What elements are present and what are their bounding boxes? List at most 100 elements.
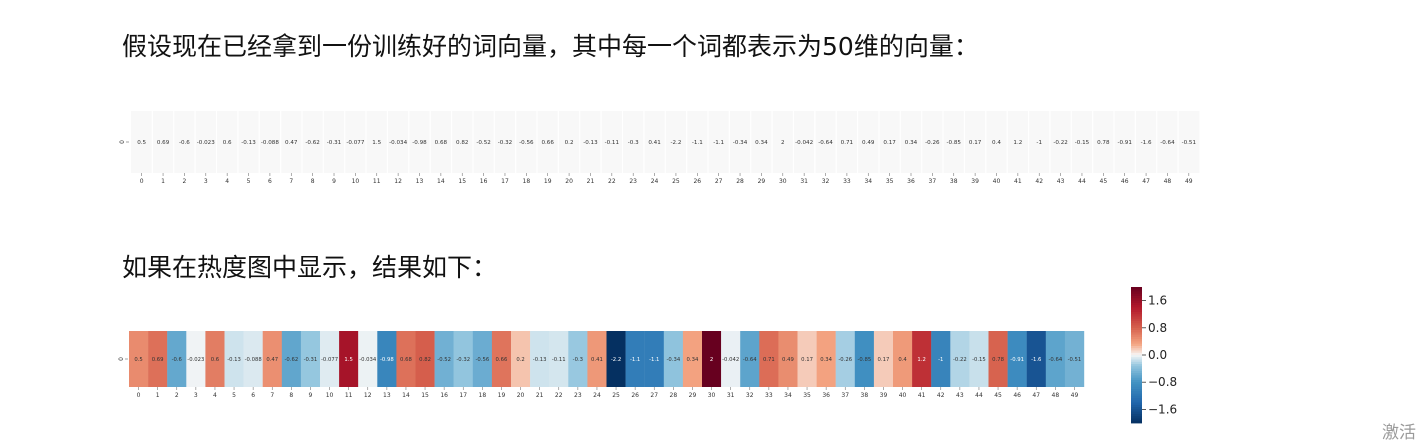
heatmap-x-tick-label: 44 xyxy=(975,392,983,399)
colorbar-segment xyxy=(1131,309,1142,313)
heatmap-x-tick-label: 35 xyxy=(803,392,811,399)
table-x-tick-label: 27 xyxy=(715,178,723,185)
heatmap-cell-value: -0.32 xyxy=(456,357,470,363)
heatmap-cell-value: -0.64 xyxy=(1048,357,1062,363)
table-x-tick-label: 39 xyxy=(971,178,979,185)
heatmap-cell xyxy=(682,331,703,387)
table-cell-value: 1.5 xyxy=(372,140,381,146)
heatmap-x-tick-label: 47 xyxy=(1032,392,1040,399)
heatmap-cell-value: 0.68 xyxy=(400,357,412,363)
table-cell-value: 0.2 xyxy=(565,140,574,146)
heatmap-cell xyxy=(377,331,397,387)
colorbar-segment xyxy=(1131,375,1142,379)
table-cell-value: 0.4 xyxy=(992,140,1001,146)
table-cell-value: 0.82 xyxy=(456,140,468,146)
colorbar-segment xyxy=(1131,409,1142,413)
colorbar-tick-label: 0.8 xyxy=(1148,321,1167,335)
table-x-tick-label: 33 xyxy=(843,178,851,185)
table-cell-value: -1.1 xyxy=(713,140,724,146)
heatmap-cell xyxy=(702,331,722,387)
heatmap-x-tick-label: 28 xyxy=(670,392,678,399)
heatmap-cell xyxy=(205,331,225,387)
heatmap-x-tick-label: 16 xyxy=(440,392,448,399)
heatmap-cell-value: -0.51 xyxy=(1068,357,1082,363)
table-x-tick-label: 24 xyxy=(651,178,659,185)
heatmap-cell xyxy=(568,331,588,387)
heatmap-x-tick-label: 30 xyxy=(708,392,716,399)
heatmap-x-tick-label: 24 xyxy=(593,392,601,399)
heatmap-x-tick-label: 22 xyxy=(555,392,563,399)
heatmap-cell-value: 0.41 xyxy=(591,357,603,363)
heatmap-x-tick-label: 31 xyxy=(727,392,735,399)
heatmap-x-tick-label: 32 xyxy=(746,392,754,399)
table-x-tick-label: 4 xyxy=(225,178,229,185)
colorbar-segment xyxy=(1131,348,1142,351)
heatmap-cell-value: 2 xyxy=(710,357,713,363)
heatmap-cell xyxy=(396,331,416,387)
heatmap-cell-value: -0.3 xyxy=(573,357,583,363)
heatmap-cell xyxy=(1064,331,1085,387)
colorbar-segment xyxy=(1131,407,1142,410)
colorbar-segment xyxy=(1131,357,1142,360)
colorbar-segment xyxy=(1131,298,1142,301)
table-cell-value: 0.71 xyxy=(841,140,854,146)
table-cell-value: -0.077 xyxy=(346,140,364,146)
heatmap-cell xyxy=(1007,331,1027,387)
table-cell-value: -0.32 xyxy=(498,140,512,146)
heatmap-x-tick-label: 13 xyxy=(383,392,391,399)
table-cell-value: 0.17 xyxy=(883,140,896,146)
heatmap-cell xyxy=(797,331,817,387)
colorbar-segment xyxy=(1131,330,1142,333)
heatmap-cell xyxy=(1045,331,1066,387)
colorbar-segment xyxy=(1131,350,1142,354)
heatmap-cell-value: 0.4 xyxy=(898,357,907,363)
heatmap-cell xyxy=(530,331,550,387)
heatmap-x-tick-label: 10 xyxy=(326,392,334,399)
heading-heatmap: 如果在热度图中显示，结果如下： xyxy=(122,253,498,282)
table-x-tick-label: 28 xyxy=(736,178,744,185)
table-x-tick-label: 35 xyxy=(886,178,894,185)
heatmap-cell xyxy=(1026,331,1046,387)
heatmap-cell xyxy=(721,331,741,387)
heatmap-cell-value: 0.71 xyxy=(763,357,775,363)
table-x-tick-label: 3 xyxy=(204,178,208,185)
heatmap-x-tick-label: 9 xyxy=(309,392,313,399)
heatmap-cell-value: -0.22 xyxy=(953,357,967,363)
colorbar-segment xyxy=(1131,361,1142,365)
colorbar-segment xyxy=(1131,373,1142,376)
heatmap-cell-value: -0.6 xyxy=(172,357,183,363)
colorbar-segment xyxy=(1131,293,1142,297)
colorbar-segment xyxy=(1131,321,1142,324)
colorbar-segment xyxy=(1131,398,1142,401)
table-cell-value: -0.64 xyxy=(1160,140,1175,146)
colorbar-segment xyxy=(1131,332,1142,335)
table-cell-value: 0.5 xyxy=(137,140,146,146)
table-x-tick-label: 10 xyxy=(352,178,360,185)
table-x-tick-label: 1 xyxy=(161,178,165,185)
table-cell-value: -2.2 xyxy=(670,140,681,146)
colorbar-segment xyxy=(1131,379,1142,383)
heatmap-cell xyxy=(740,331,760,387)
heatmap-cell-value: -0.13 xyxy=(533,357,547,363)
heatmap-cell-value: -0.15 xyxy=(972,357,986,363)
heatmap-cell-value: 1.2 xyxy=(917,357,925,363)
heatmap-cell xyxy=(243,331,263,387)
table-cell-value: -1.1 xyxy=(692,140,703,146)
heatmap-row-label: 0 xyxy=(118,357,125,361)
table-cell-value: 0.66 xyxy=(541,140,554,146)
heatmap-cell xyxy=(988,331,1008,387)
heatmap-x-tick-label: 4 xyxy=(213,392,217,399)
table-cell-value: 0.34 xyxy=(905,140,918,146)
colorbar-tick-label: −1.6 xyxy=(1148,402,1177,416)
heatmap-cell xyxy=(224,331,244,387)
heatmap-x-tick-label: 18 xyxy=(479,392,487,399)
table-cell-value: -0.11 xyxy=(605,140,620,146)
table-cell-value: -0.31 xyxy=(327,140,342,146)
colorbar-segment xyxy=(1131,389,1142,392)
heatmap-cell-value: 0.66 xyxy=(496,357,508,363)
table-cell-value: -0.13 xyxy=(583,140,598,146)
heatmap-x-tick-label: 27 xyxy=(650,392,658,399)
heatmap-cell-value: -0.85 xyxy=(857,357,871,363)
heatmap-x-tick-label: 38 xyxy=(861,392,869,399)
table-cell-value: -0.52 xyxy=(476,140,490,146)
